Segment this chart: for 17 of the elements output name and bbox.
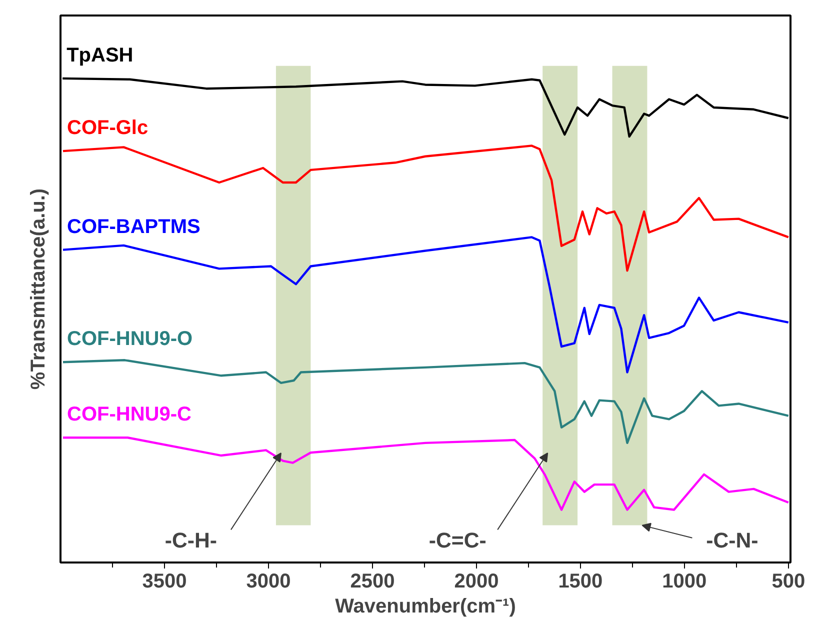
series-label: COF-HNU9-O — [66, 328, 193, 350]
series-label: TpASH — [66, 44, 134, 66]
y-axis-title: %Transmittance(a.u.) — [28, 188, 50, 390]
x-axis-title: Wavenumber(cm⁻¹) — [335, 596, 516, 618]
band-label: -C-H- — [164, 528, 218, 553]
x-tick-label: 500 — [772, 570, 806, 592]
series-label: COF-Glc — [66, 117, 148, 140]
x-tick-label: 2000 — [454, 570, 499, 592]
x-tick-label: 1500 — [558, 570, 603, 592]
x-tick-label: 2500 — [350, 570, 395, 592]
band-label: -C=C- — [428, 528, 486, 553]
x-tick-label: 1000 — [662, 570, 707, 592]
x-tick-label: 3000 — [246, 570, 291, 592]
x-tick-label: 3500 — [142, 570, 187, 592]
band-label: -C-N- — [706, 528, 758, 553]
series-label: COF-HNU9-C — [66, 404, 192, 426]
series-label: COF-BAPTMS — [66, 216, 200, 238]
